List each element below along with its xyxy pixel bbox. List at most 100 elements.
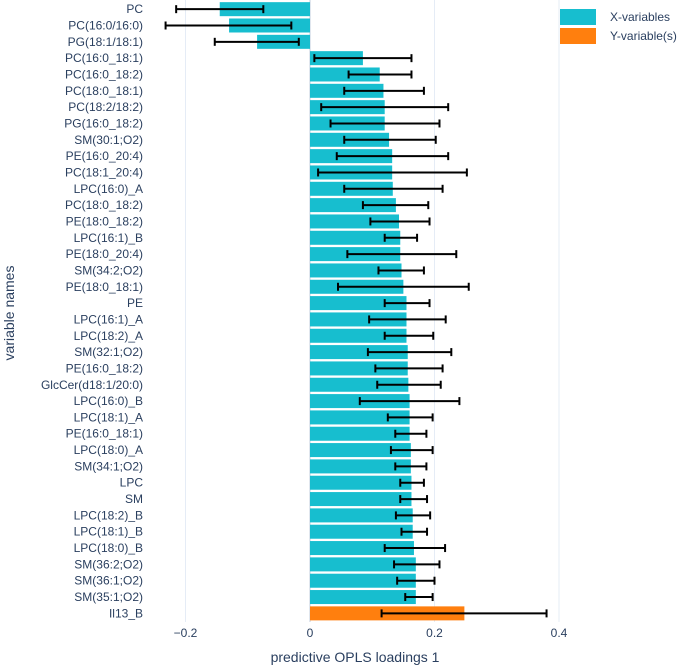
error-bar	[329, 119, 441, 128]
bar-x-variable[interactable]	[310, 345, 408, 360]
legend: X-variables Y-variable(s)	[560, 9, 677, 44]
error-bar	[399, 495, 429, 504]
x-axis-title: predictive OPLS loadings 1	[271, 649, 440, 665]
y-tick-label: PC(18:2/18:2)	[68, 100, 143, 114]
error-bar	[368, 315, 447, 324]
x-tick-label: 0.2	[426, 626, 443, 640]
y-tick-label: PE(16:0_18:2)	[66, 361, 143, 375]
x-tick-label: 0	[307, 626, 314, 640]
y-tick-labels: PC PC(16:0/16:0) PG(18:1/18:1) PC(16:0_18:1…	[41, 2, 143, 620]
error-bar	[380, 609, 548, 618]
error-bar	[383, 299, 431, 308]
y-tick-label: Il13_B	[109, 606, 143, 620]
y-tick-label: SM(35:1;O2)	[74, 590, 143, 604]
legend-swatch-x-variables	[560, 9, 596, 25]
error-bar	[343, 135, 437, 144]
y-tick-label: PE(16:0_18:1)	[66, 427, 143, 441]
error-bar	[343, 86, 425, 95]
y-tick-label: LPC(16:0)_B	[74, 394, 143, 408]
bar-x-variable[interactable]	[310, 377, 409, 392]
error-bar	[337, 282, 470, 291]
bar-x-variable[interactable]	[310, 198, 396, 213]
y-tick-label: PE(16:0_20:4)	[66, 149, 143, 163]
y-tick-label: PC(18:0_18:2)	[65, 198, 143, 212]
error-bar	[313, 54, 413, 63]
y-tick-label: PE(18:0_18:2)	[66, 214, 143, 228]
error-bar	[396, 576, 436, 585]
y-tick-label: PG(16:0_18:2)	[64, 116, 143, 130]
error-bar	[213, 37, 300, 46]
y-tick-label: LPC(16:1)_B	[74, 231, 143, 245]
error-bar	[394, 511, 432, 520]
x-tick-label: −0.2	[174, 626, 198, 640]
error-bar	[343, 184, 444, 193]
bar-x-variable[interactable]	[310, 524, 413, 539]
y-tick-label: SM	[125, 492, 143, 506]
bar-x-variable[interactable]	[310, 214, 400, 229]
y-tick-label: PC(18:1_20:4)	[65, 165, 143, 179]
error-bar	[399, 478, 425, 487]
error-bar	[175, 5, 265, 14]
error-bar	[369, 217, 431, 226]
y-tick-label: PE(18:0_18:1)	[66, 280, 143, 294]
y-tick-label: GlcCer(d18:1/20:0)	[41, 378, 143, 392]
legend-item-x-variables[interactable]: X-variables	[560, 9, 670, 25]
bar-x-variable[interactable]	[310, 541, 414, 556]
y-axis-title: variable names	[1, 266, 17, 361]
error-bar	[366, 348, 453, 357]
y-tick-label: LPC(18:0)_A	[74, 443, 143, 457]
error-bar	[347, 70, 413, 79]
error-bar	[164, 21, 293, 30]
y-tick-label: LPC	[120, 476, 144, 490]
y-tick-label: LPC(18:1)_A	[74, 410, 143, 424]
y-tick-label: PG(18:1/18:1)	[68, 35, 143, 49]
legend-swatch-y-variables	[560, 28, 596, 44]
bar-x-variable[interactable]	[310, 296, 407, 311]
bar-x-variable[interactable]	[310, 410, 410, 425]
error-bar	[383, 544, 447, 553]
bar-x-variable[interactable]	[310, 508, 413, 523]
bar-x-variable[interactable]	[219, 2, 310, 17]
error-bar	[358, 397, 461, 406]
error-bar	[383, 331, 435, 340]
bar-x-variable[interactable]	[310, 590, 416, 605]
bar-x-variable[interactable]	[310, 361, 408, 376]
y-tick-label: PC(16:0_18:2)	[65, 67, 143, 81]
error-bar	[374, 364, 444, 373]
error-bar	[317, 168, 468, 177]
y-tick-label: LPC(18:2)_A	[74, 329, 143, 343]
bar-x-variable[interactable]	[310, 459, 411, 474]
bar-x-variable[interactable]	[310, 492, 412, 507]
error-bar	[400, 527, 429, 536]
y-tick-label: PC	[126, 2, 143, 16]
y-tick-label: PE(18:0_20:4)	[66, 247, 143, 261]
bar-x-variable[interactable]	[310, 557, 416, 572]
bar-x-variable[interactable]	[310, 312, 407, 327]
bar-x-variable[interactable]	[310, 426, 410, 441]
bar-x-variable[interactable]	[310, 475, 412, 490]
legend-item-y-variables[interactable]: Y-variable(s)	[560, 28, 677, 44]
bar-x-variable[interactable]	[310, 67, 380, 82]
y-tick-label: PC(16:0_18:1)	[65, 51, 143, 65]
y-tick-label: LPC(16:0)_A	[74, 182, 143, 196]
bar-x-variable[interactable]	[310, 328, 407, 343]
bar-x-variable[interactable]	[310, 230, 401, 245]
y-tick-label: SM(34:1;O2)	[74, 459, 143, 473]
error-bar	[376, 380, 442, 389]
error-bar	[393, 560, 441, 569]
bar-x-variable[interactable]	[310, 573, 416, 588]
bar-layer	[219, 2, 465, 621]
legend-label-y-variables: Y-variable(s)	[610, 29, 677, 43]
y-tick-label: PC(18:0_18:1)	[65, 84, 143, 98]
error-bar	[404, 593, 434, 602]
y-tick-label: LPC(18:2)_B	[74, 508, 143, 522]
bar-x-variable[interactable]	[310, 443, 411, 458]
y-tick-label: LPC(18:1)_B	[74, 525, 143, 539]
error-bar	[377, 266, 425, 275]
y-tick-label: LPC(16:1)_A	[74, 312, 143, 326]
y-tick-label: SM(32:1;O2)	[74, 345, 143, 359]
y-tick-label: SM(36:1;O2)	[74, 574, 143, 588]
error-bar	[394, 462, 428, 471]
x-tick-labels: −0.2 0 0.2 0.4	[174, 626, 568, 640]
x-tick-label: 0.4	[551, 626, 568, 640]
